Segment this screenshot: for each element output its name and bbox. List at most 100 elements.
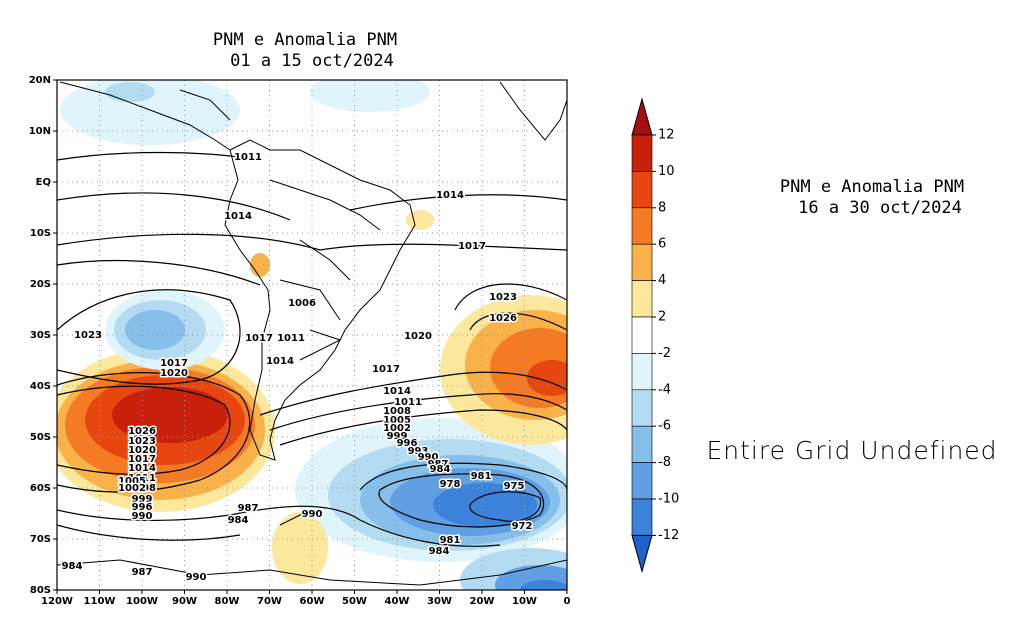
x-tick-label: 20W <box>470 596 495 607</box>
contour-label: 1014 <box>224 211 252 222</box>
contour-label: 990 <box>132 511 153 522</box>
contour-label: 1005 <box>118 476 146 487</box>
x-tick-label: 50W <box>342 596 367 607</box>
contour-label: 1023 <box>74 330 102 341</box>
anomaly-area <box>250 253 270 277</box>
colorbar-band <box>631 243 653 281</box>
colorbar-band <box>631 389 653 427</box>
colorbar-band <box>631 316 653 354</box>
contour-label: 1020 <box>128 445 156 456</box>
undefined-message: Entire Grid Undefined <box>706 436 997 465</box>
coastlines <box>57 81 567 586</box>
anomaly-area <box>112 387 228 443</box>
x-tick-label: 90W <box>172 596 197 607</box>
contour-label: 999 <box>387 431 408 442</box>
y-tick-label: 60S <box>30 483 51 494</box>
contour-label: 1011 <box>128 473 156 484</box>
contour-label: 996 <box>397 438 418 449</box>
contour-label: 1026 <box>489 313 517 324</box>
colorbar-label: 10 <box>658 164 675 179</box>
contour-label: 987 <box>428 459 449 470</box>
contour-label: 981 <box>471 471 492 482</box>
contour-label: 993 <box>408 446 429 457</box>
anomaly-shading <box>57 80 567 590</box>
colorbar-end <box>631 534 653 574</box>
contour-label: 984 <box>429 546 450 557</box>
x-tick-label: 30W <box>427 596 452 607</box>
y-tick-label: 50S <box>30 432 51 443</box>
contour-label: 1006 <box>288 298 316 309</box>
contour-label: 978 <box>440 479 461 490</box>
x-tick-label: 80W <box>215 596 240 607</box>
map-title: PNM e Anomalia PNM <box>213 30 397 50</box>
colorbar-label: -6 <box>658 419 671 434</box>
x-tick-label: 100W <box>126 596 158 607</box>
contour-label: 1023 <box>128 436 156 447</box>
contour-label: 996 <box>132 502 153 513</box>
contour-label: 1017 <box>128 454 156 465</box>
anomaly-area <box>527 360 567 396</box>
contour-label: 1023 <box>489 292 517 303</box>
contour-label: 987 <box>132 567 153 578</box>
colorbar-band <box>631 425 653 463</box>
contour-label: 981 <box>440 535 461 546</box>
contour-label: 1005 <box>383 415 411 426</box>
colorbar-label: 12 <box>658 128 675 143</box>
y-tick-label: 10S <box>30 228 51 239</box>
grid <box>57 80 567 590</box>
axes: 120W 110W 100W 90W 80W 70W 60W 50W 40W 30W 20W 10W 0… <box>29 75 571 607</box>
contour-label: 1011 <box>277 333 305 344</box>
contour-label: 975 <box>504 481 525 492</box>
y-tick-label: 20S <box>30 279 51 290</box>
anomaly-area <box>520 580 567 590</box>
contour-label: 1020 <box>404 331 432 342</box>
colorbar-band <box>631 207 653 245</box>
contour-label: 984 <box>228 515 249 526</box>
right-subtitle: 16 a 30 oct/2024 <box>798 198 962 218</box>
contour-label: 990 <box>302 509 323 520</box>
colorbar-label: 8 <box>658 200 666 215</box>
contour-label: 1026 <box>128 426 156 437</box>
y-tick-label: 80S <box>30 585 51 596</box>
colorbar-label: -10 <box>658 492 679 507</box>
x-tick-label: 70W <box>257 596 282 607</box>
contour-label: 1020 <box>160 368 188 379</box>
contour-label: 984 <box>62 561 83 572</box>
contour-label: 993 <box>132 511 153 522</box>
contour-label: 1017 <box>160 358 188 369</box>
colorbar-band <box>631 498 653 536</box>
contour-label: 1002 <box>118 483 146 494</box>
contour-label: 1017 <box>372 364 400 375</box>
y-tick-label: 70S <box>30 534 51 545</box>
colorbar-label: 4 <box>658 273 666 288</box>
colorbar-label: -8 <box>658 455 671 470</box>
anomaly-area <box>406 210 434 230</box>
anomaly-area <box>272 512 328 584</box>
colorbar-band <box>631 171 653 209</box>
contour-label: 999 <box>132 494 153 505</box>
anomaly-area <box>433 483 537 527</box>
colorbar-label: -12 <box>658 528 679 543</box>
colorbar-band <box>631 462 653 500</box>
contour-label: 984 <box>430 464 451 475</box>
colorbar: 12 10 8 6 4 2 -2 -4 -6 -8 -10 -12 <box>631 97 679 574</box>
contour-labels: 1011101410141017102310261020102310171020… <box>60 151 534 585</box>
contour-label: 1014 <box>436 190 464 201</box>
colorbar-label: 2 <box>658 310 666 325</box>
x-tick-label: 40W <box>385 596 410 607</box>
x-tick-label: 60W <box>300 596 325 607</box>
contour-label: 987 <box>238 503 259 514</box>
colorbar-label: 6 <box>658 237 666 252</box>
contour-label: 990 <box>418 452 439 463</box>
contour-label: 1014 <box>128 463 156 474</box>
contour-label: 1014 <box>383 386 411 397</box>
y-tick-label: 40S <box>30 381 51 392</box>
x-tick-label: 120W <box>41 596 73 607</box>
contours <box>57 151 567 547</box>
y-tick-label: 20N <box>29 75 51 86</box>
contour-label: 1008 <box>383 406 411 417</box>
contour-label: 1014 <box>266 356 294 367</box>
anomaly-area <box>60 80 240 145</box>
colorbar-band <box>631 280 653 318</box>
